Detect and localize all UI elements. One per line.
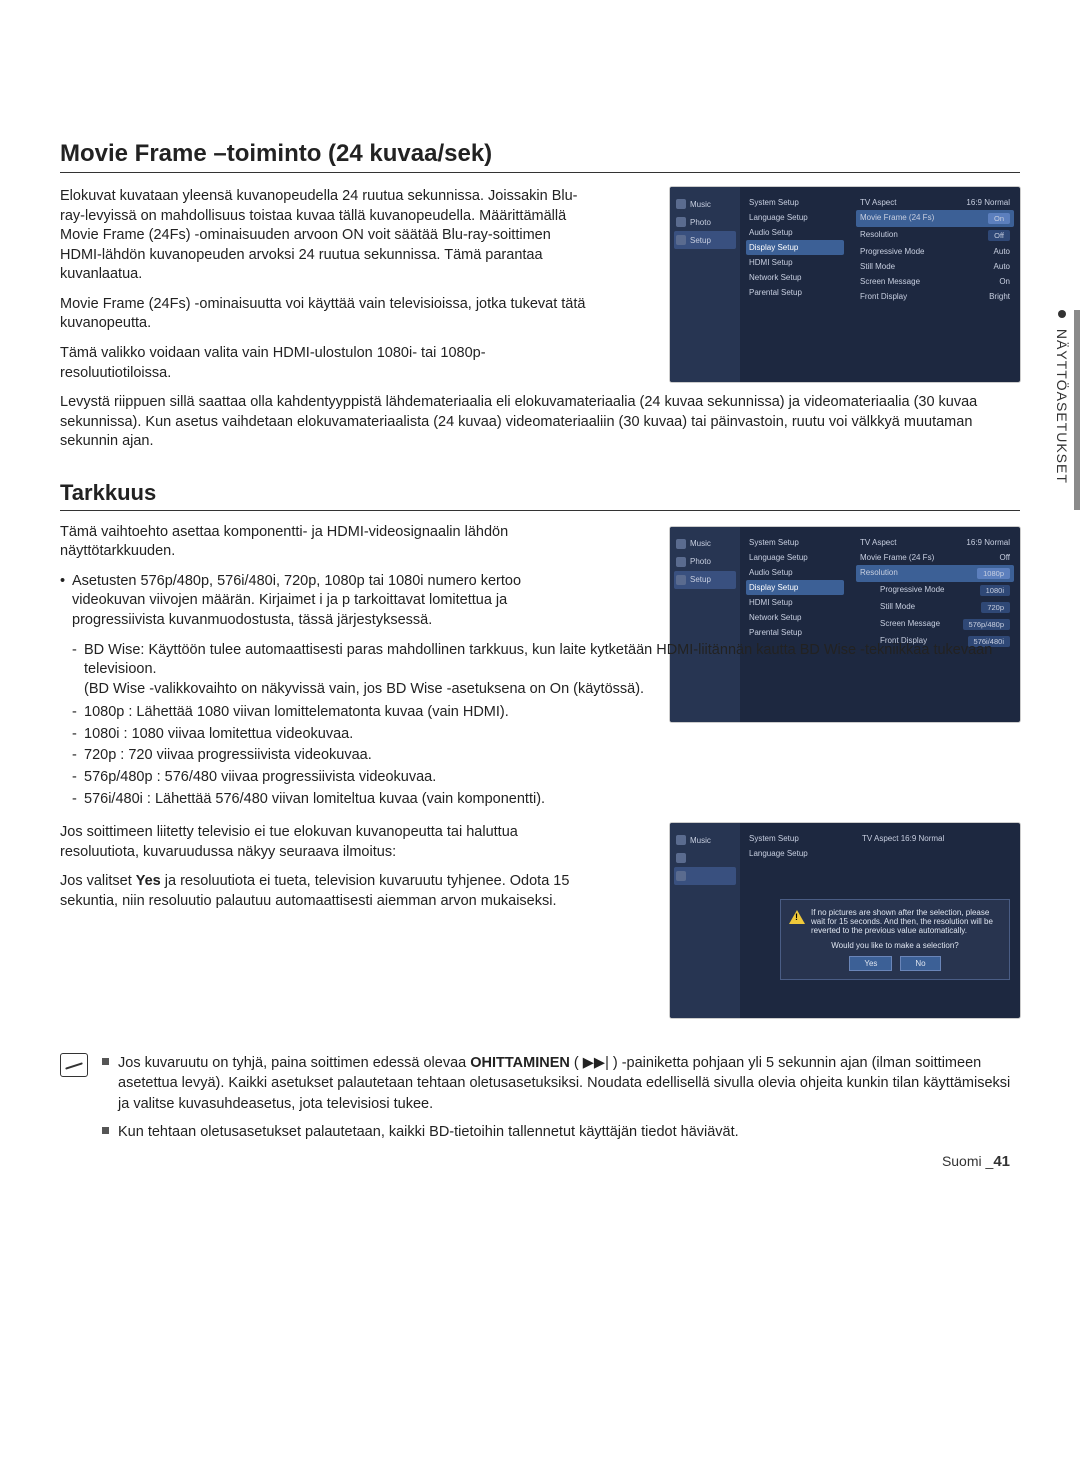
nav-setup: Setup	[674, 231, 736, 249]
nav-photo	[674, 849, 736, 867]
heading-movie-frame: Movie Frame –toiminto (24 kuvaa/sek)	[60, 140, 1020, 173]
scr-right-area: System Setup Language Setup TV Aspect 16…	[740, 823, 1020, 1018]
menu-item: Network Setup	[746, 610, 844, 625]
yes-button[interactable]: Yes	[849, 956, 892, 971]
setting-row: Progressive ModeAuto	[856, 244, 1014, 259]
para: Tämä valikko voidaan valita vain HDMI-ul…	[60, 344, 590, 383]
note-icon	[60, 1053, 88, 1077]
scr-header: System Setup Language Setup TV Aspect 16…	[740, 823, 1020, 869]
menu-item: Network Setup	[746, 270, 844, 285]
scr-right-settings: TV Aspect16:9 Normal Movie Frame (24 Fs)…	[850, 187, 1020, 382]
menu-item: Audio Setup	[746, 565, 844, 580]
setting-row: Screen Message576p/480p	[876, 616, 1014, 633]
dash-item: 720p : 720 viivaa progressiivista videok…	[72, 746, 1020, 766]
side-accent-bar	[1074, 310, 1080, 510]
setting-row: Still Mode720p	[876, 599, 1014, 616]
warning-popup: If no pictures are shown after the selec…	[780, 899, 1010, 980]
photo-icon	[676, 557, 686, 567]
tv-screenshot-movie-frame: Music Photo Setup System Setup Language …	[670, 187, 1020, 382]
bullet-item: Asetusten 576p/480p, 576i/480i, 720p, 10…	[60, 572, 580, 631]
block-popup: Music System Setup Language Setup TV Asp…	[60, 823, 1020, 1023]
dash-item: 1080i : 1080 viivaa lomitettua videokuva…	[72, 725, 1020, 745]
popup-text: If no pictures are shown after the selec…	[811, 908, 1001, 935]
gear-icon	[676, 575, 686, 585]
menu-item-selected: Display Setup	[746, 580, 844, 595]
block-tarkkuus: Music Photo Setup System Setup Language …	[60, 523, 1020, 700]
note-block: Jos kuvaruutu on tyhjä, paina soittimen …	[60, 1053, 1020, 1150]
page-content: Movie Frame –toiminto (24 kuvaa/sek) Mus…	[60, 140, 1020, 1150]
setting-row: TV Aspect16:9 Normal	[856, 535, 1014, 550]
menu-item: Language Setup	[746, 210, 844, 225]
setting-row-selected: Resolution1080p	[856, 565, 1014, 582]
gear-icon	[676, 871, 686, 881]
tv-screenshot-popup: Music System Setup Language Setup TV Asp…	[670, 823, 1020, 1018]
menu-item: Parental Setup	[746, 285, 844, 300]
block-movie-frame: Music Photo Setup System Setup Language …	[60, 187, 1020, 383]
photo-icon	[676, 853, 686, 863]
scr-left-nav: Music	[670, 823, 740, 1018]
menu-item: System Setup	[746, 195, 844, 210]
setting-row: Front DisplayBright	[856, 289, 1014, 304]
note-list: Jos kuvaruutu on tyhjä, paina soittimen …	[102, 1053, 1020, 1150]
dash-item: 1080p : Lähettää 1080 viivan lomittelema…	[72, 703, 1020, 723]
menu-item: HDMI Setup	[746, 595, 844, 610]
menu-item: Parental Setup	[746, 625, 844, 640]
warning-icon	[789, 910, 805, 924]
bullet-list: Asetusten 576p/480p, 576i/480i, 720p, 10…	[60, 572, 580, 631]
gear-icon	[676, 235, 686, 245]
setting-row: Progressive Mode1080i	[876, 582, 1014, 599]
dash-list: 1080p : Lähettää 1080 viivan lomittelema…	[72, 703, 1020, 809]
nav-music: Music	[674, 195, 736, 213]
popup-buttons: Yes No	[789, 956, 1001, 971]
setting-row: Screen MessageOn	[856, 274, 1014, 289]
music-icon	[676, 835, 686, 845]
setting-row: TV Aspect16:9 Normal	[856, 195, 1014, 210]
scr-left-nav: Music Photo Setup	[670, 187, 740, 382]
menu-item: Language Setup	[746, 550, 844, 565]
menu-item: System Setup	[746, 535, 844, 550]
para: Elokuvat kuvataan yleensä kuvanopeudella…	[60, 187, 590, 285]
scr-mid-menu: System Setup Language Setup Audio Setup …	[740, 187, 850, 382]
nav-music: Music	[674, 535, 736, 553]
setting-row: Movie Frame (24 Fs)Off	[856, 550, 1014, 565]
footer-page: 41	[993, 1153, 1010, 1170]
dash-item: 576i/480i : Lähettää 576/480 viivan lomi…	[72, 790, 1020, 810]
nav-setup	[674, 867, 736, 885]
para: Levystä riippuen sillä saattaa olla kahd…	[60, 393, 1020, 452]
dash-list: BD Wise: Käyttöön tulee automaattisesti …	[72, 641, 1020, 700]
menu-item-selected: Display Setup	[746, 240, 844, 255]
popup-question: Would you like to make a selection?	[789, 941, 1001, 950]
side-tab: NÄYTTÖASETUKSET	[1054, 310, 1070, 484]
nav-setup: Setup	[674, 571, 736, 589]
footer-label: Suomi	[942, 1153, 982, 1169]
no-button[interactable]: No	[900, 956, 940, 971]
para: Movie Frame (24Fs) -ominaisuutta voi käy…	[60, 295, 590, 334]
side-tab-dot	[1058, 310, 1066, 318]
page-footer: Suomi _41	[942, 1153, 1010, 1170]
para: Tämä vaihtoehto asettaa komponentti- ja …	[60, 523, 590, 562]
nav-photo: Photo	[674, 553, 736, 571]
setting-row-selected: Movie Frame (24 Fs)On	[856, 210, 1014, 227]
menu-item: HDMI Setup	[746, 255, 844, 270]
side-tab-label: NÄYTTÖASETUKSET	[1054, 329, 1070, 484]
popup-warn: If no pictures are shown after the selec…	[789, 908, 1001, 935]
music-icon	[676, 539, 686, 549]
setting-row: TV Aspect 16:9 Normal	[856, 831, 1014, 861]
menu-item: Audio Setup	[746, 225, 844, 240]
nav-music: Music	[674, 831, 736, 849]
para: Jos soittimeen liitetty televisio ei tue…	[60, 823, 590, 862]
heading-tarkkuus: Tarkkuus	[60, 480, 1020, 511]
dash-item: BD Wise: Käyttöön tulee automaattisesti …	[72, 641, 1020, 700]
photo-icon	[676, 217, 686, 227]
note-item: Kun tehtaan oletusasetukset palautetaan,…	[102, 1122, 1020, 1142]
music-icon	[676, 199, 686, 209]
dash-item: 576p/480p : 576/480 viivaa progressiivis…	[72, 768, 1020, 788]
note-item: Jos kuvaruutu on tyhjä, paina soittimen …	[102, 1053, 1020, 1114]
setting-row: Still ModeAuto	[856, 259, 1014, 274]
nav-photo: Photo	[674, 213, 736, 231]
para: Jos valitset Yes ja resoluutiota ei tuet…	[60, 872, 590, 911]
setting-row: ResolutionOff	[856, 227, 1014, 244]
